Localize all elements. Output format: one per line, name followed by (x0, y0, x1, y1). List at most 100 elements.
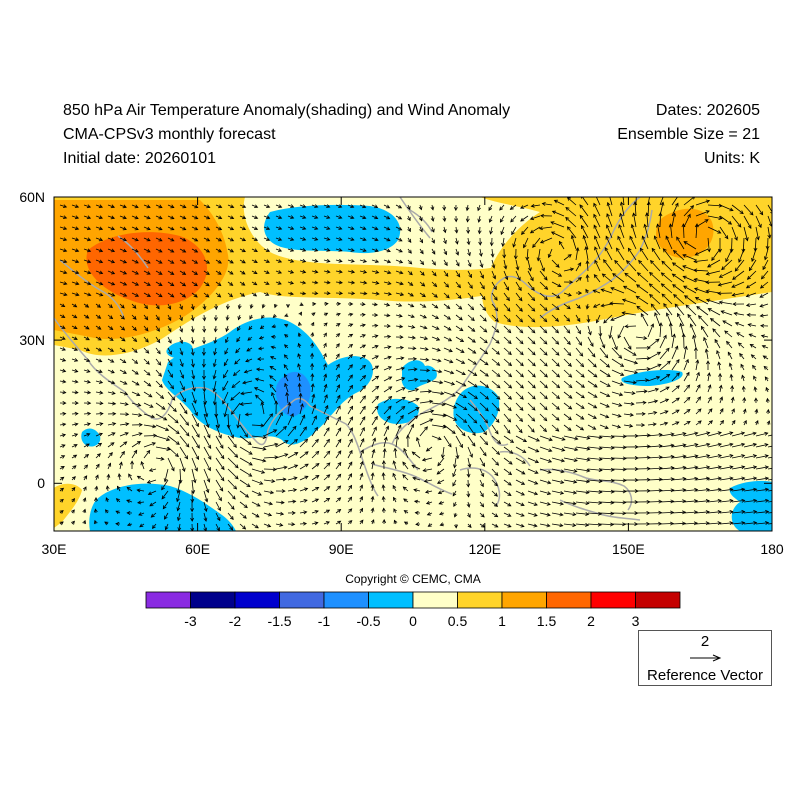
wind-vector (539, 402, 548, 410)
wind-vector-head (519, 362, 524, 367)
wind-vector (335, 416, 341, 426)
wind-vector-head (241, 237, 247, 242)
wind-vector (143, 402, 154, 408)
wind-vector (95, 433, 103, 437)
wind-vector-head (747, 224, 752, 229)
wind-vector (635, 402, 646, 404)
wind-vector-head (326, 509, 331, 514)
wind-vector-head (693, 510, 699, 515)
wind-vector-head (456, 273, 461, 278)
wind-vector-head (482, 452, 487, 457)
wind-vector-head (174, 453, 179, 458)
wind-vector (611, 468, 627, 470)
wind-vector-head (653, 411, 658, 415)
wind-vector-head (610, 522, 615, 527)
wind-vector (359, 427, 365, 437)
wind-vector-head (180, 374, 185, 379)
wind-vector-head (212, 375, 217, 380)
wind-vector (479, 303, 486, 311)
wind-vector (575, 380, 585, 388)
wind-vector-head (519, 406, 524, 411)
wind-vector-head (541, 267, 545, 272)
wind-vector (263, 512, 272, 516)
wind-vector (347, 461, 353, 470)
wind-vector (488, 204, 493, 211)
wind-vector-head (314, 291, 319, 296)
wind-vector-head (218, 237, 223, 242)
wind-vector-head (424, 426, 428, 431)
wind-vector-head (149, 404, 154, 408)
wind-vector-head (204, 413, 209, 418)
wind-vector-head (348, 508, 353, 513)
wind-vector-head (201, 351, 206, 357)
wind-vector (623, 369, 638, 374)
wind-vector-head (703, 336, 707, 342)
wind-vector (119, 451, 125, 459)
wind-vector-head (74, 390, 79, 395)
wind-vector (347, 439, 353, 448)
wind-vector (515, 358, 524, 366)
wind-vector-head (764, 476, 770, 481)
wind-vector-head (241, 248, 246, 253)
wind-vector-head (362, 364, 367, 369)
wind-vector (563, 457, 578, 462)
wind-vector (539, 325, 547, 334)
wind-vector (683, 205, 694, 217)
wind-vector (452, 468, 457, 477)
wind-vector (311, 439, 319, 448)
wind-vector-head (753, 386, 758, 391)
wind-vector-head (626, 259, 630, 265)
wind-vector-head (158, 293, 163, 298)
wind-vector-head (326, 237, 331, 241)
wind-vector (107, 292, 115, 297)
wind-vector (419, 426, 428, 437)
wind-vector (467, 457, 471, 468)
wind-vector-head (247, 441, 252, 446)
wind-vector (383, 248, 391, 252)
wind-vector (191, 303, 194, 310)
wind-vector-head (716, 350, 720, 355)
wind-vector (743, 432, 757, 437)
wind-vector (179, 303, 183, 310)
wind-vector-head (494, 513, 499, 518)
wind-vector-head (324, 312, 329, 317)
wind-vector (563, 369, 572, 378)
wind-vector (563, 501, 576, 505)
wind-vector (426, 501, 433, 504)
wind-vector (287, 426, 297, 437)
wind-vector (707, 204, 723, 207)
wind-vector-head (495, 418, 500, 423)
wind-vector-head (310, 362, 315, 367)
wind-vector-head (693, 287, 699, 292)
wind-vector-head (315, 438, 319, 443)
wind-vector (131, 450, 138, 459)
wind-vector-head (283, 354, 288, 359)
wind-vector (251, 479, 263, 485)
wind-vector-head (729, 498, 734, 503)
wind-vector (539, 523, 550, 527)
wind-vector-head (132, 304, 137, 309)
wind-vector-head (731, 284, 736, 288)
wind-vector (119, 402, 129, 405)
wind-vector (178, 523, 181, 531)
wind-vector (707, 237, 710, 252)
wind-vector (155, 248, 163, 253)
wind-vector (647, 423, 657, 426)
wind-vector (251, 259, 258, 263)
wind-vector (767, 204, 772, 213)
wind-vector-head (605, 224, 610, 229)
wind-vector-head (682, 275, 687, 280)
wind-vector-head (336, 394, 341, 399)
wind-vector-head (193, 260, 199, 264)
wind-vector-head (326, 291, 331, 296)
wind-vector (167, 347, 172, 355)
wind-vector-head (622, 489, 627, 494)
wind-vector-head (414, 415, 419, 420)
wind-vector (455, 435, 463, 448)
wind-vector (323, 450, 331, 459)
wind-vector-head (741, 476, 746, 481)
wind-vector-head (581, 224, 585, 229)
wind-vector-head (705, 521, 710, 526)
wind-vector-head (543, 307, 548, 312)
wind-vector-head (381, 507, 386, 512)
